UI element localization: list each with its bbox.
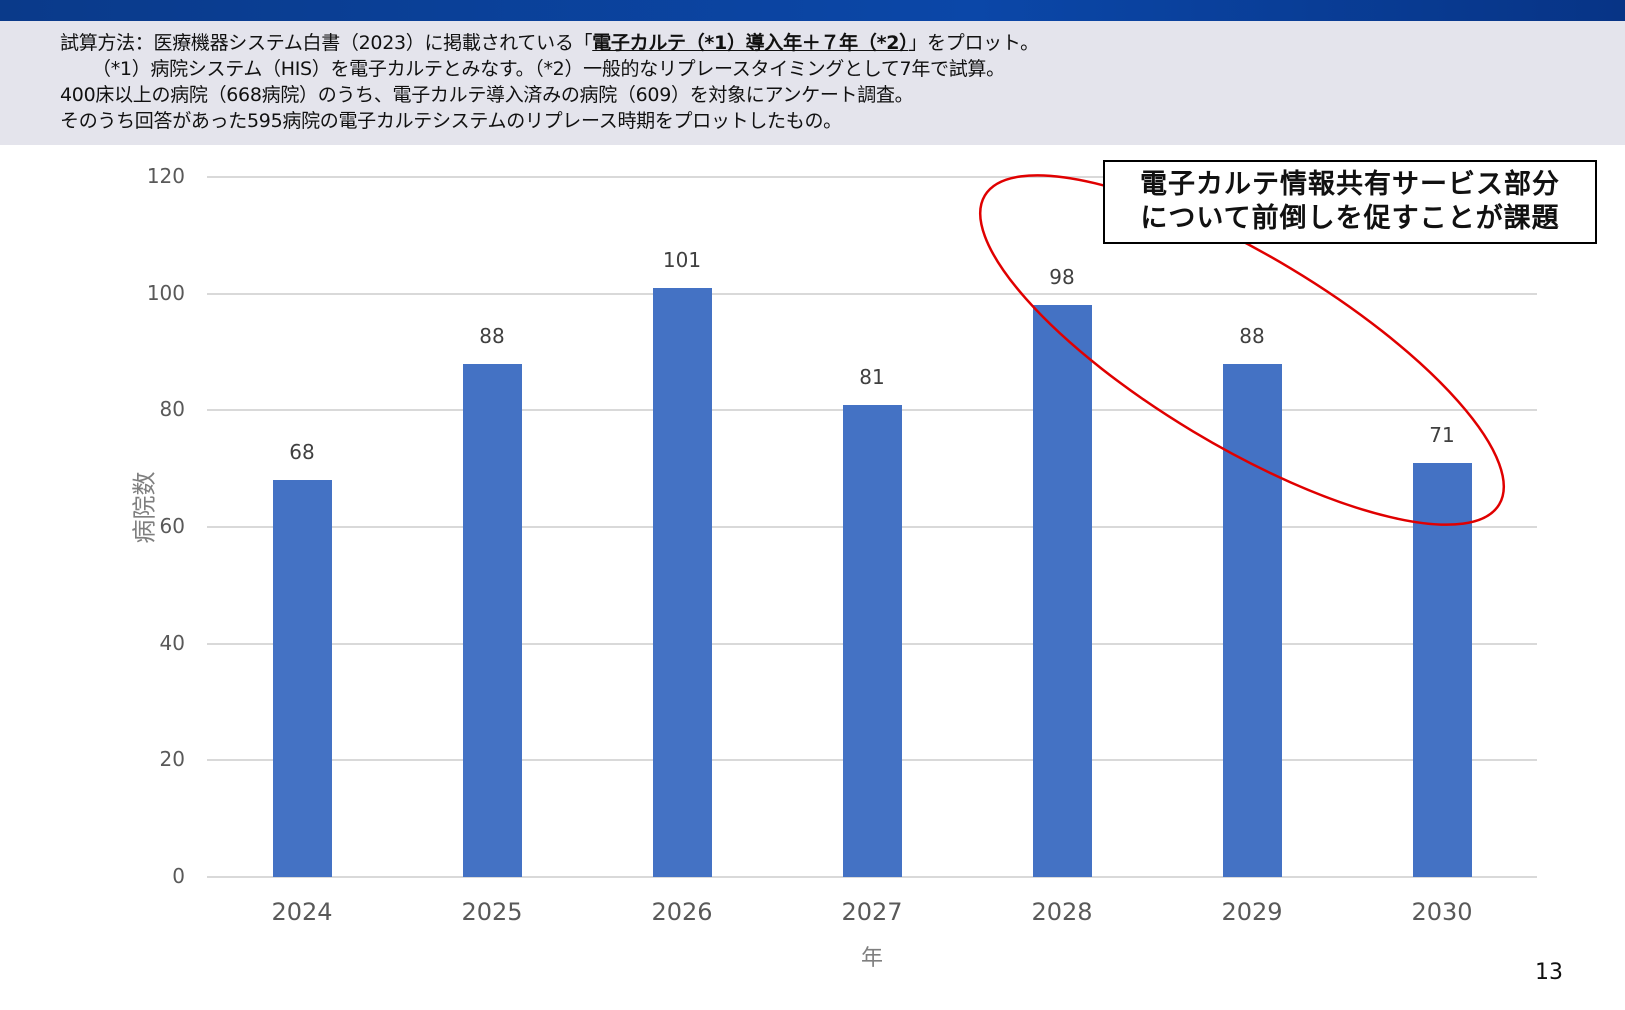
y-tick-label: 100 — [146, 280, 185, 305]
note-text: 」をプロット。 — [908, 32, 1039, 54]
x-tick-label: 2029 — [1221, 898, 1283, 926]
bar — [652, 287, 712, 877]
note-bold-text: 電子カルテ（*1）導入年＋７年（*2） — [592, 32, 909, 54]
bar-value-label: 88 — [1239, 323, 1265, 348]
callout-box: 電子カルテ情報共有サービス部分 について前倒しを促すことが課題 — [1103, 160, 1597, 244]
x-tick-label: 2028 — [1031, 898, 1093, 926]
note-line-4: そのうち回答があった595病院の電子カルテシステムのリプレース時期をプロットした… — [60, 110, 842, 132]
gridline — [207, 876, 1537, 878]
bar-value-label: 68 — [289, 440, 315, 465]
bar — [842, 404, 902, 877]
note-line-3: 400床以上の病院（668病院）のうち、電子カルテ導入済みの病院（609）を対象… — [60, 84, 914, 106]
gridline — [207, 176, 1537, 178]
x-tick-label: 2025 — [461, 898, 523, 926]
top-banner — [0, 0, 1625, 21]
note-line-1: 試算方法：医療機器システム白書（2023）に掲載されている「電子カルテ（*1）導… — [60, 28, 1039, 55]
bar-value-label: 81 — [859, 364, 885, 389]
bar-value-label: 101 — [662, 247, 702, 272]
method-note-panel: 試算方法：医療機器システム白書（2023）に掲載されている「電子カルテ（*1）導… — [0, 21, 1625, 145]
bar-value-label: 88 — [479, 323, 505, 348]
page-number: 13 — [1535, 960, 1563, 985]
bar — [1032, 305, 1092, 877]
gridline — [207, 292, 1537, 295]
callout-line-1: 電子カルテ情報共有サービス部分 — [1140, 169, 1560, 200]
bar-value-label: 71 — [1429, 422, 1455, 447]
bar — [1222, 363, 1282, 877]
bar — [462, 363, 522, 877]
bar-value-label: 98 — [1049, 265, 1075, 290]
y-tick-label: 60 — [159, 514, 185, 538]
callout-line-2: について前倒しを促すことが課題 — [1140, 203, 1560, 234]
note-text: 試算方法：医療機器システム白書（2023）に掲載されている「 — [60, 32, 593, 54]
y-tick-label: 0 — [172, 864, 185, 888]
x-axis-label: 年 — [860, 946, 883, 971]
bar — [272, 480, 332, 877]
y-tick-label: 40 — [159, 630, 185, 655]
y-axis-label: 病院数 — [130, 471, 159, 544]
x-tick-label: 2024 — [271, 898, 333, 926]
bar — [1412, 462, 1472, 877]
x-tick-label: 2030 — [1411, 898, 1473, 926]
note-line-2: （*1）病院システム（HIS）を電子カルテとみなす。（*2）一般的なリプレースタ… — [92, 58, 1005, 80]
x-tick-label: 2027 — [841, 898, 903, 926]
x-tick-label: 2026 — [651, 898, 713, 926]
y-tick-label: 120 — [146, 164, 185, 188]
y-tick-label: 20 — [159, 747, 185, 772]
y-tick-label: 80 — [159, 397, 185, 422]
